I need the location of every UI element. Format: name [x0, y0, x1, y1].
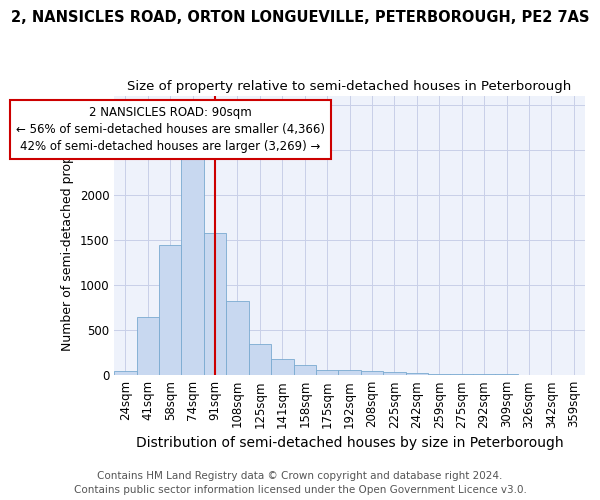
Bar [383, 372, 406, 375]
Bar [181, 150, 204, 375]
Title: Size of property relative to semi-detached houses in Peterborough: Size of property relative to semi-detach… [127, 80, 572, 93]
Bar [316, 370, 338, 375]
Text: 2, NANSICLES ROAD, ORTON LONGUEVILLE, PETERBOROUGH, PE2 7AS: 2, NANSICLES ROAD, ORTON LONGUEVILLE, PE… [11, 10, 589, 25]
Bar [361, 371, 383, 375]
Bar [451, 374, 473, 375]
Text: Contains HM Land Registry data © Crown copyright and database right 2024.
Contai: Contains HM Land Registry data © Crown c… [74, 471, 526, 495]
Bar [428, 374, 451, 375]
Bar [293, 365, 316, 375]
Bar [114, 371, 137, 375]
Bar [204, 232, 226, 375]
Bar [406, 374, 428, 375]
Bar [473, 374, 496, 375]
Bar [248, 344, 271, 375]
Bar [496, 374, 518, 375]
Bar [226, 301, 248, 375]
X-axis label: Distribution of semi-detached houses by size in Peterborough: Distribution of semi-detached houses by … [136, 436, 563, 450]
Text: 2 NANSICLES ROAD: 90sqm
← 56% of semi-detached houses are smaller (4,366)
42% of: 2 NANSICLES ROAD: 90sqm ← 56% of semi-de… [16, 106, 325, 154]
Bar [338, 370, 361, 375]
Bar [159, 246, 181, 375]
Bar [271, 360, 293, 375]
Bar [137, 316, 159, 375]
Y-axis label: Number of semi-detached properties: Number of semi-detached properties [61, 120, 74, 351]
